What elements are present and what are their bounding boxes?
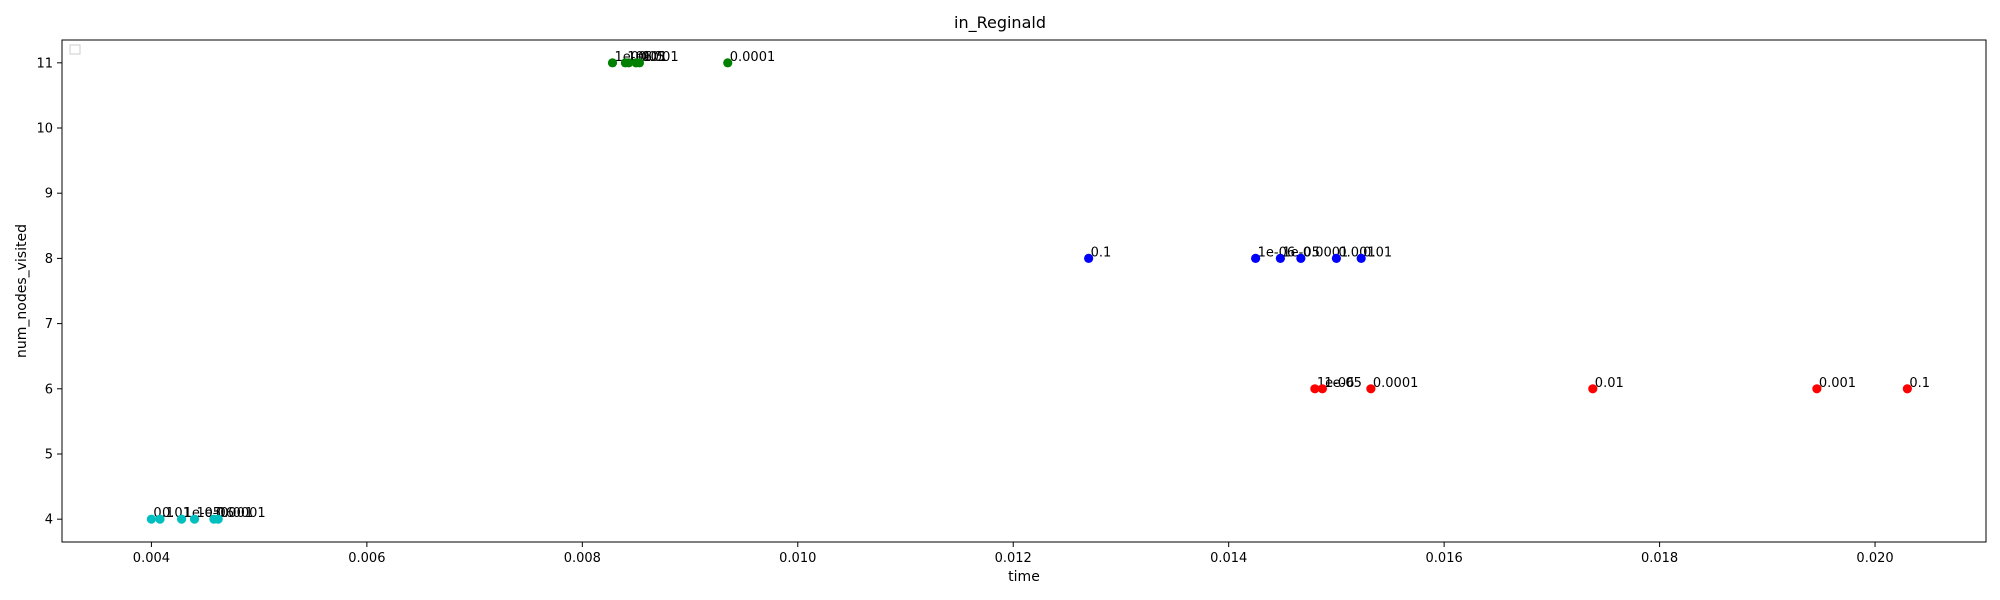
data-point — [1251, 253, 1261, 264]
data-point — [1331, 253, 1342, 264]
x-tick-label: 0.020 — [1856, 551, 1893, 566]
y-tick-label: 9 — [45, 187, 53, 202]
point-label: 0.001 — [216, 506, 253, 521]
point-label: 1e-06 — [1258, 245, 1296, 260]
point-label: 0.001 — [1338, 245, 1375, 260]
data-point — [1084, 253, 1094, 264]
data-point — [1317, 384, 1328, 394]
data-point — [155, 514, 165, 524]
data-point — [1588, 384, 1598, 394]
data-point — [1296, 253, 1306, 264]
axis-ticks: 0.004 0.006 0.008 0.010 0.012 0.014 0.016 0.018… — [36, 56, 1893, 566]
point-label: 1e-05 — [1282, 245, 1320, 260]
chart-title: in_Reginald — [954, 13, 1046, 33]
point-label: 0.01 — [1363, 245, 1392, 260]
data-point — [1356, 253, 1366, 264]
x-tick-label: 0.016 — [1426, 551, 1463, 566]
data-point — [189, 514, 200, 524]
data-point — [1366, 384, 1376, 394]
y-tick-label: 5 — [45, 447, 53, 462]
point-label: 0.01 — [638, 50, 667, 65]
y-tick-label: 6 — [45, 382, 53, 397]
point-label: 0.1 — [1091, 245, 1112, 260]
plot-area — [61, 39, 1987, 543]
data-point — [213, 514, 223, 524]
x-tick-label: 0.014 — [1210, 551, 1247, 566]
point-label: 0.0001 — [1373, 376, 1419, 391]
y-tick-label: 10 — [36, 122, 53, 137]
data-point — [624, 58, 634, 68]
point-label: 1e-05 — [1324, 376, 1362, 391]
point-label: 0.001 — [641, 50, 678, 65]
data-point — [1902, 384, 1912, 394]
y-tick-label: 8 — [45, 252, 53, 267]
data-point — [1275, 253, 1285, 264]
point-label: 0.0001 — [220, 506, 265, 521]
y-axis-label: num_nodes_visited — [14, 224, 30, 358]
data-points: 0.10.011e-051e-060.0010.00011e-061e-050.… — [146, 50, 1930, 524]
data-point — [634, 58, 645, 68]
x-tick-label: 0.012 — [995, 551, 1032, 566]
x-axis-label: time — [1008, 569, 1040, 585]
point-label: 0.001 — [1819, 376, 1856, 391]
legend-box — [69, 44, 81, 55]
y-tick-label: 11 — [36, 56, 53, 71]
data-point — [1310, 384, 1320, 394]
data-point — [176, 514, 187, 524]
point-label: 0.1 — [1909, 376, 1930, 391]
y-tick-label: 4 — [45, 513, 53, 528]
data-point — [146, 514, 157, 524]
point-label: 1e-06 — [197, 506, 235, 521]
data-point — [1812, 384, 1822, 394]
x-tick-label: 0.006 — [348, 551, 385, 566]
data-point — [723, 58, 733, 68]
x-tick-label: 0.004 — [133, 551, 170, 566]
data-point — [607, 58, 618, 68]
x-tick-label: 0.018 — [1641, 551, 1678, 566]
y-tick-label: 7 — [45, 317, 53, 332]
x-tick-label: 0.008 — [564, 551, 601, 566]
x-tick-label: 0.010 — [779, 551, 816, 566]
point-label: 0.01 — [1595, 376, 1624, 391]
point-label: 0.0001 — [730, 50, 776, 65]
